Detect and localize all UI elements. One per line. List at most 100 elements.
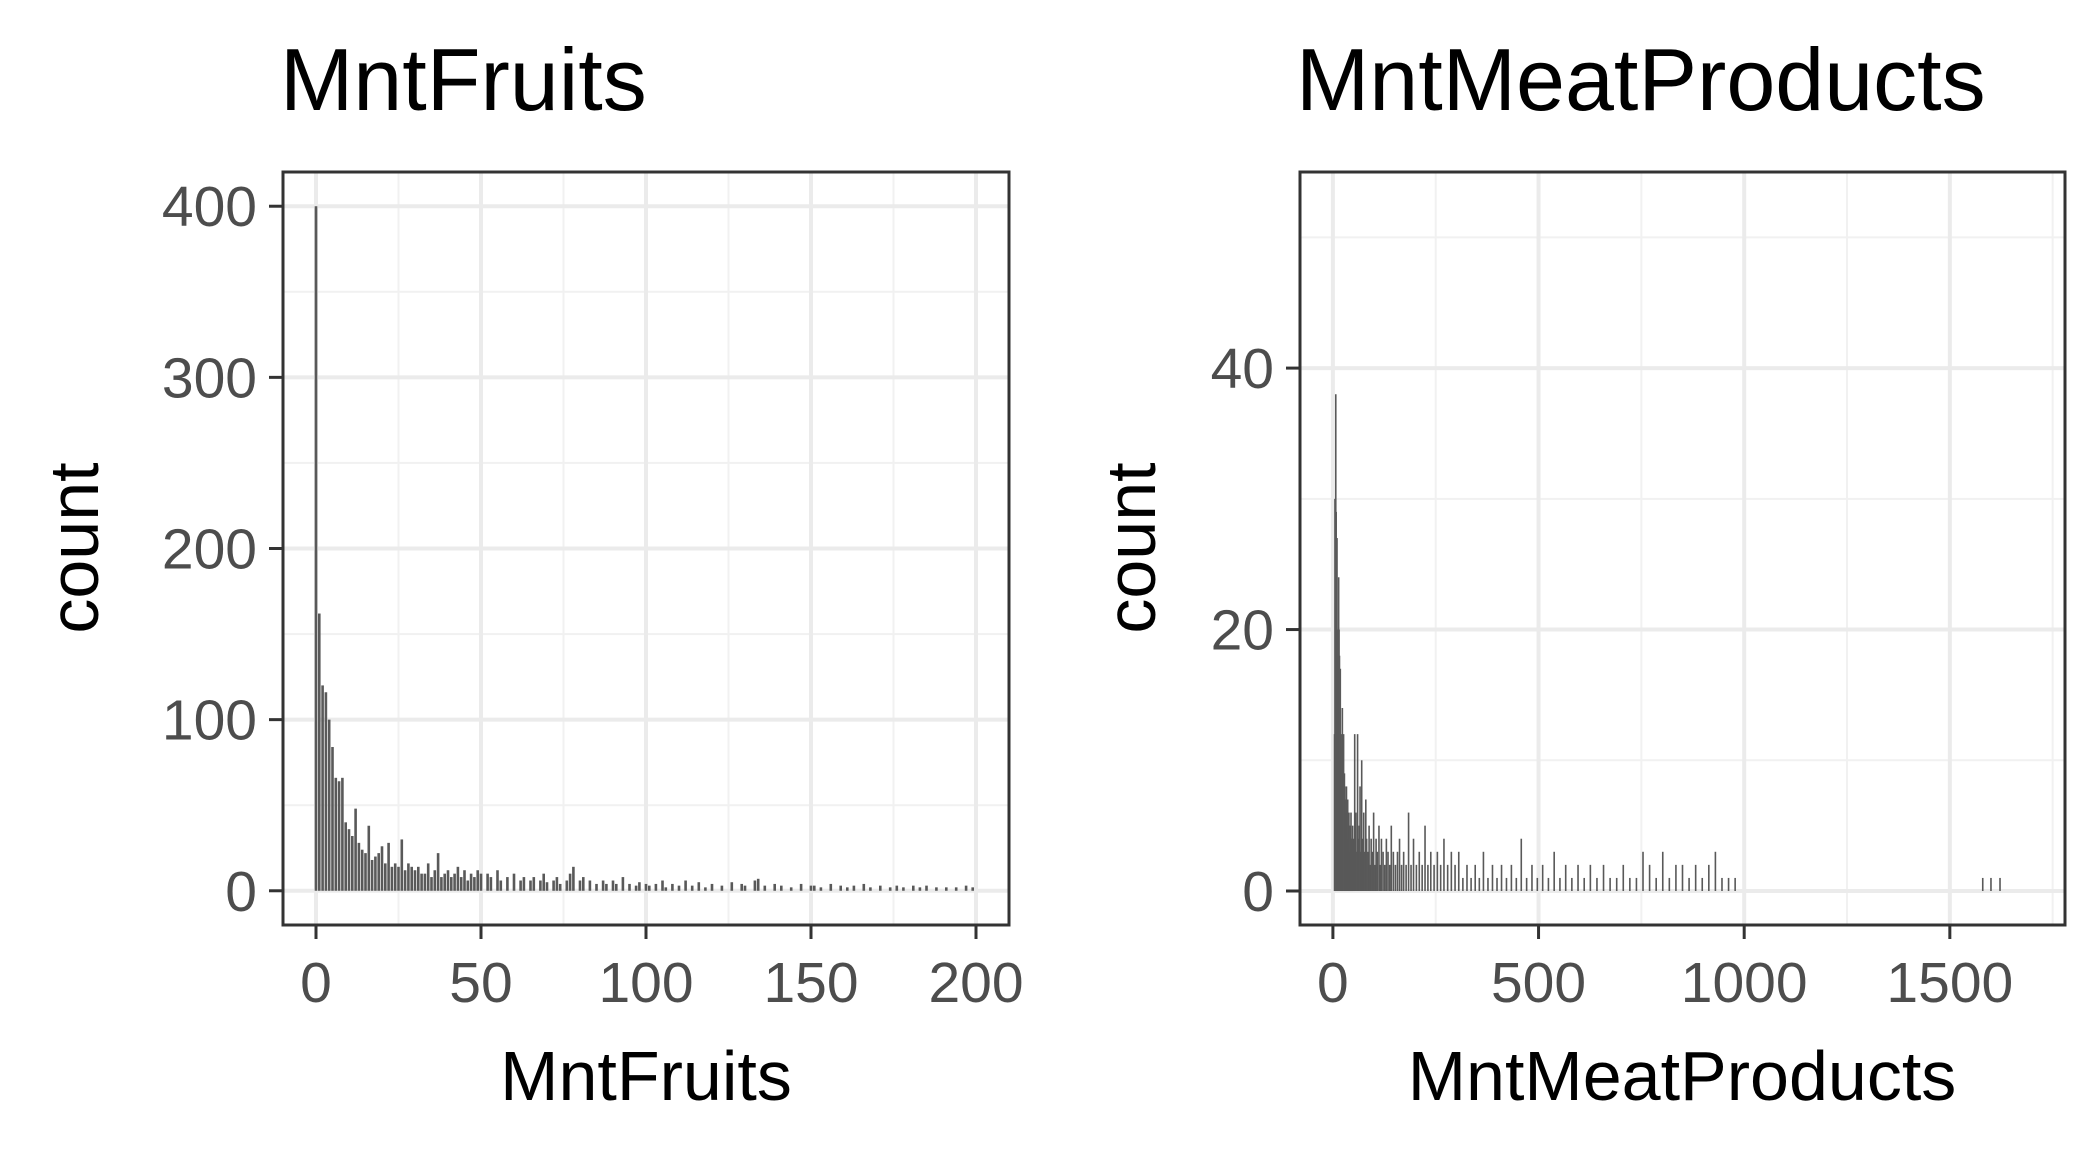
histogram-bar (912, 885, 915, 891)
histogram-bar (671, 883, 674, 891)
panel-title: MntFruits (280, 30, 647, 129)
histogram-bar (347, 829, 351, 891)
histogram-bar (496, 870, 499, 891)
histogram-bar (1596, 877, 1598, 892)
histogram-bar (1436, 851, 1439, 892)
histogram-bar (1474, 864, 1477, 892)
histogram-bar (628, 883, 631, 891)
y-tick-label: 200 (162, 518, 257, 582)
histogram-bar (558, 883, 562, 891)
histogram-bar (1360, 760, 1363, 892)
histogram-bar (426, 863, 430, 891)
histogram-bar (954, 887, 958, 891)
histogram-bar (473, 877, 476, 891)
histogram-bar (453, 873, 456, 891)
histogram-bar (1398, 838, 1401, 892)
histogram-bar (1727, 877, 1730, 892)
histogram-bar (1380, 838, 1383, 892)
histogram-bar (789, 887, 793, 891)
histogram-bar (568, 873, 572, 891)
histogram-bar (1365, 838, 1368, 892)
histogram-bar (1466, 864, 1468, 892)
histogram-bar (1668, 877, 1671, 892)
histogram-bar (1981, 877, 1984, 892)
histogram-bar (582, 877, 585, 891)
histogram-bar (813, 885, 816, 891)
x-tick-label: 1000 (1681, 951, 1808, 1015)
histogram-bar (595, 883, 598, 891)
histogram-bar (351, 836, 354, 891)
histogram-bar (334, 777, 338, 891)
histogram-bar (1642, 851, 1644, 892)
histogram-bar (1396, 851, 1399, 892)
histogram-bar (360, 849, 364, 891)
x-tick-label: 500 (1491, 951, 1586, 1015)
histogram-bar (945, 887, 948, 891)
histogram-bar (1688, 877, 1690, 892)
histogram-bar (519, 880, 522, 891)
histogram-bar (1390, 825, 1393, 892)
y-tick-label: 40 (1211, 337, 1274, 401)
histogram-bar (1365, 799, 1367, 892)
histogram-bar (357, 842, 361, 891)
histogram-bar (380, 846, 384, 891)
histogram-bar (1734, 877, 1736, 892)
histogram-bar (565, 880, 569, 891)
histogram-bar (430, 877, 433, 891)
histogram-bar (1356, 734, 1359, 892)
histogram-bar (869, 887, 872, 891)
histogram-bar (489, 877, 493, 891)
histogram-bar (1374, 864, 1376, 892)
histogram-bar (1589, 864, 1592, 892)
histogram-bar (542, 873, 545, 891)
histogram-bar (423, 873, 427, 891)
histogram-bar (1454, 864, 1456, 892)
histogram-bar (1405, 864, 1407, 892)
histogram-bar (403, 870, 407, 891)
histogram-bar (1443, 838, 1445, 892)
histogram-bar (1635, 877, 1638, 892)
major-gridlines (1300, 172, 2065, 925)
histogram-bar (1491, 864, 1494, 892)
histogram-bar (1370, 838, 1372, 892)
histogram-bar (578, 880, 582, 891)
histogram-bar (925, 885, 928, 891)
histogram-bar (763, 885, 767, 891)
minor-gridlines (1300, 172, 2065, 925)
y-axis-title: count (1092, 462, 1170, 633)
histogram-bar (799, 883, 803, 891)
histogram-bar (615, 883, 618, 891)
histogram-bar (436, 853, 440, 891)
histogram-bar (935, 887, 938, 891)
histogram-bar (1429, 851, 1432, 892)
histogram-bar (1354, 838, 1356, 892)
histogram-bar (1615, 877, 1618, 892)
y-tick-label: 20 (1211, 599, 1274, 663)
histogram-bar (456, 866, 460, 891)
histogram-bar (1990, 877, 1992, 892)
histogram-bar (1375, 838, 1377, 892)
histogram-bar (1372, 812, 1375, 892)
histogram-bar (971, 887, 974, 891)
histogram-bar (1520, 838, 1523, 892)
y-tick-label: 100 (162, 689, 257, 753)
histogram-bar (852, 885, 856, 891)
histogram-bar (1378, 825, 1380, 892)
histogram-bar (1553, 851, 1555, 892)
histogram-bar (1410, 864, 1412, 892)
histogram-bar (417, 866, 420, 891)
bars (1333, 394, 2001, 892)
histogram-bar (400, 839, 404, 891)
histogram-bar (1402, 851, 1405, 892)
histogram-bar (390, 866, 394, 891)
histogram-bar (532, 877, 536, 891)
histogram-bar (704, 887, 707, 891)
histogram-bar (341, 777, 344, 891)
histogram-bar (1661, 851, 1664, 892)
histogram-bar (545, 882, 549, 891)
histogram-bar (1388, 864, 1391, 892)
histogram-bar (512, 873, 516, 891)
histogram-bar (393, 863, 397, 891)
x-axis-title: MntMeatProducts (1408, 1037, 1957, 1115)
histogram-bar (1577, 864, 1579, 892)
